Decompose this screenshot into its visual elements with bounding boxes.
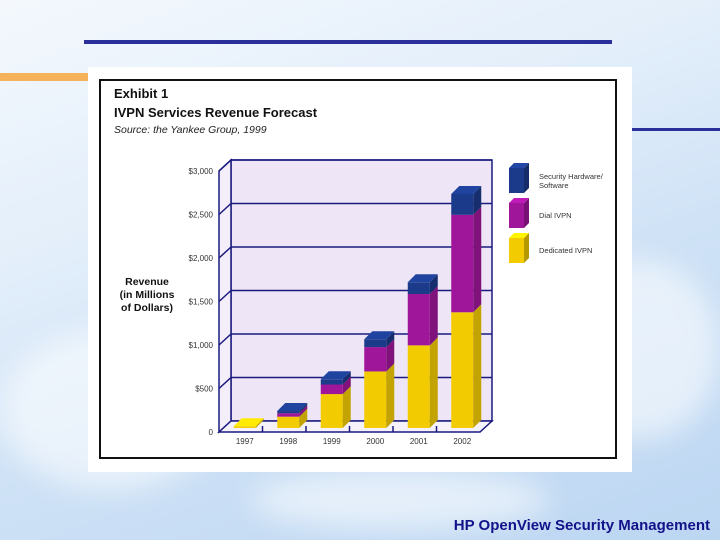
legend-swatch <box>509 238 524 263</box>
bar-segment-side <box>473 206 482 313</box>
bar-top <box>364 331 395 340</box>
gridline-side <box>218 376 232 390</box>
legend-label: Dial IVPN <box>539 211 572 220</box>
y-tick-label: $1,000 <box>189 341 214 350</box>
y-axis-label: of Dollars) <box>121 302 173 314</box>
gridline-side <box>218 159 232 172</box>
y-axis-label: (in Millions <box>120 289 175 301</box>
bar-segment-side <box>299 403 308 414</box>
bar-segment-side <box>386 331 395 348</box>
bar-top <box>277 403 308 412</box>
exhibit-frame <box>99 79 617 459</box>
legend-swatch-side <box>524 233 529 263</box>
x-tick-label: 1997 <box>236 437 254 446</box>
bar-segment-side <box>429 286 438 346</box>
chart-title: IVPN Services Revenue Forecast <box>114 105 318 120</box>
x-tick-label: 2002 <box>453 437 471 446</box>
legend-swatch <box>509 168 524 193</box>
bar-segment-front <box>320 394 343 428</box>
y-tick-label: $500 <box>195 385 213 394</box>
bar-segment-front <box>320 379 343 385</box>
gridline-side <box>218 333 232 346</box>
bar-segment-side <box>342 376 351 395</box>
bar-segment-side <box>386 339 395 372</box>
legend-swatch <box>509 203 524 228</box>
bar-segment-front <box>451 193 474 215</box>
bar-top <box>320 371 351 380</box>
y-tick-label: $2,000 <box>189 254 214 263</box>
bar-segment-front <box>320 384 343 395</box>
bar-top <box>233 418 264 427</box>
background-cloud <box>250 470 550 530</box>
bar-segment-front <box>407 345 430 428</box>
y-axis-label: Revenue <box>125 276 169 288</box>
exhibit-label: Exhibit 1 <box>114 86 169 101</box>
bar-segment-side <box>429 274 438 295</box>
bar-segment-side <box>386 363 395 428</box>
x-tick-label: 2000 <box>366 437 384 446</box>
gridline-side <box>218 202 232 216</box>
bar-segment-front <box>364 339 387 348</box>
bar-segment-side <box>473 304 482 428</box>
bar-segment-front <box>233 426 256 428</box>
legend-label: Dedicated IVPN <box>539 246 592 255</box>
y-tick-label: $3,000 <box>189 167 214 176</box>
bar-segment-front <box>277 416 300 428</box>
bar-segment-side <box>473 185 482 215</box>
bar-segment-front <box>451 312 474 428</box>
footer-title: HP OpenView Security Management <box>453 517 710 534</box>
bar-segment-front <box>407 282 430 295</box>
bar-segment-side <box>299 405 308 417</box>
bar-segment-front <box>277 411 300 414</box>
x-tick-label: 2001 <box>410 437 428 446</box>
legend-swatch-side <box>524 198 529 228</box>
chart-source: Source: the Yankee Group, 1999 <box>114 124 267 136</box>
y-tick-label: 0 <box>209 428 214 437</box>
bar-segment-front <box>364 347 387 372</box>
title-rule <box>84 40 612 44</box>
legend-swatch-side <box>524 163 529 193</box>
bar-segment-side <box>429 337 438 428</box>
bar-segment-side <box>342 371 351 385</box>
gridline-side <box>218 289 232 303</box>
bar-segment-side <box>342 386 351 428</box>
accent-rule <box>632 128 720 131</box>
accent-bar <box>0 73 88 81</box>
gridline-side <box>218 246 232 259</box>
y-tick-label: $1,500 <box>189 298 214 307</box>
bar-segment-side <box>255 418 264 428</box>
legend-swatch-top <box>509 198 529 203</box>
bar-segment-front <box>451 214 474 313</box>
bar-segment-front <box>364 371 387 428</box>
bar-segment-front <box>407 294 430 346</box>
legend-swatch-top <box>509 163 529 168</box>
x-tick-label: 1999 <box>323 437 341 446</box>
bar-top <box>407 274 438 283</box>
x-tick-label: 1998 <box>279 437 297 446</box>
bar-segment-front <box>277 413 300 417</box>
legend-swatch-top <box>509 233 529 238</box>
y-tick-label: $2,500 <box>189 211 214 220</box>
bar-segment-side <box>299 408 308 428</box>
bar-top <box>451 185 482 194</box>
legend-label: Security Hardware/Software <box>539 172 604 190</box>
